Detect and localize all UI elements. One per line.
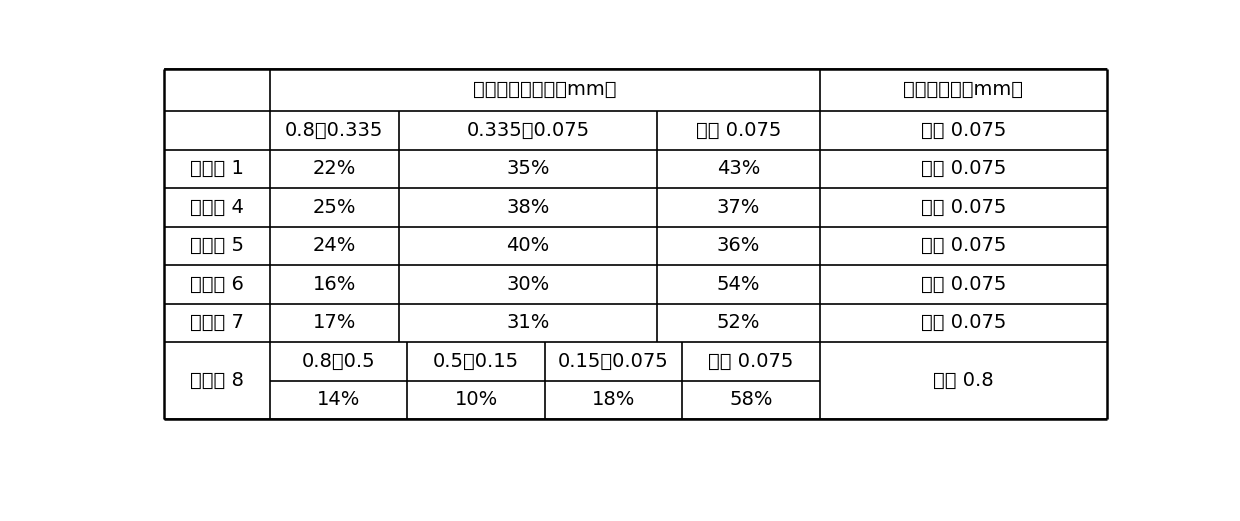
Text: 25%: 25% <box>312 198 356 217</box>
Text: 35%: 35% <box>506 159 549 178</box>
Text: 0.8～0.5: 0.8～0.5 <box>301 352 376 371</box>
Text: 36%: 36% <box>717 237 760 255</box>
Text: 实施例 1: 实施例 1 <box>190 159 244 178</box>
Text: 58%: 58% <box>729 390 773 410</box>
Text: 小于 0.8: 小于 0.8 <box>932 371 993 390</box>
Text: 43%: 43% <box>717 159 760 178</box>
Text: 24%: 24% <box>312 237 356 255</box>
Text: 小于 0.075: 小于 0.075 <box>920 275 1006 294</box>
Text: 0.335～0.075: 0.335～0.075 <box>466 121 590 140</box>
Text: 堵后焦粒度分布（mm）: 堵后焦粒度分布（mm） <box>474 80 616 100</box>
Text: 14%: 14% <box>316 390 360 410</box>
Text: 0.5～0.15: 0.5～0.15 <box>433 352 520 371</box>
Text: 小于 0.075: 小于 0.075 <box>920 198 1006 217</box>
Text: 18%: 18% <box>591 390 635 410</box>
Text: 0.15～0.075: 0.15～0.075 <box>558 352 670 371</box>
Text: 52%: 52% <box>717 313 760 332</box>
Text: 31%: 31% <box>506 313 549 332</box>
Text: 22%: 22% <box>312 159 356 178</box>
Text: 比较组 8: 比较组 8 <box>190 371 244 390</box>
Text: 小于 0.075: 小于 0.075 <box>696 121 781 140</box>
Text: 40%: 40% <box>506 237 549 255</box>
Text: 小于 0.075: 小于 0.075 <box>920 159 1006 178</box>
Text: 37%: 37% <box>717 198 760 217</box>
Text: 小于 0.075: 小于 0.075 <box>920 237 1006 255</box>
Text: 比较例 4: 比较例 4 <box>190 198 244 217</box>
Text: 小于 0.075: 小于 0.075 <box>920 313 1006 332</box>
Text: 比较例 6: 比较例 6 <box>190 275 244 294</box>
Text: 30%: 30% <box>506 275 549 294</box>
Text: 0.8～0.335: 0.8～0.335 <box>285 121 383 140</box>
Text: 比较例 7: 比较例 7 <box>190 313 244 332</box>
Text: 54%: 54% <box>717 275 760 294</box>
Text: 比较例 5: 比较例 5 <box>190 237 244 255</box>
Text: 10%: 10% <box>454 390 497 410</box>
Text: 17%: 17% <box>312 313 356 332</box>
Text: 小于 0.075: 小于 0.075 <box>708 352 794 371</box>
Text: 针状焦粒度（mm）: 针状焦粒度（mm） <box>903 80 1023 100</box>
Text: 小于 0.075: 小于 0.075 <box>920 121 1006 140</box>
Text: 38%: 38% <box>506 198 549 217</box>
Text: 16%: 16% <box>312 275 356 294</box>
